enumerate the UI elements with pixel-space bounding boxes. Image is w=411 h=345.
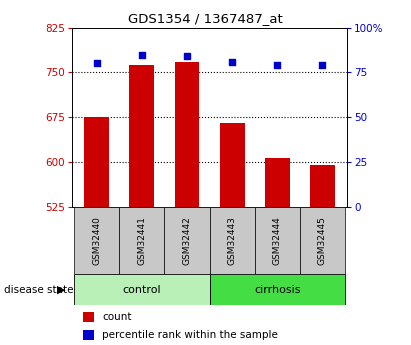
Bar — [265, 158, 290, 207]
Text: GSM32442: GSM32442 — [182, 216, 192, 265]
Point — [319, 62, 326, 68]
Bar — [164, 207, 210, 274]
Point — [229, 59, 236, 65]
Bar — [220, 123, 245, 207]
Bar — [129, 65, 154, 207]
Bar — [83, 329, 94, 339]
Bar — [300, 207, 345, 274]
Bar — [84, 117, 109, 207]
Text: GSM32443: GSM32443 — [228, 216, 237, 265]
Text: GDS1354 / 1367487_at: GDS1354 / 1367487_at — [128, 12, 283, 25]
Bar — [310, 165, 335, 207]
Bar — [255, 207, 300, 274]
Bar — [210, 207, 255, 274]
Text: GSM32445: GSM32445 — [318, 216, 327, 265]
Bar — [210, 274, 345, 305]
Text: disease state: disease state — [4, 285, 74, 295]
Point — [139, 52, 145, 57]
Bar — [119, 207, 164, 274]
Bar — [74, 274, 210, 305]
Text: GSM32440: GSM32440 — [92, 216, 101, 265]
Text: GSM32444: GSM32444 — [273, 216, 282, 265]
Bar — [74, 207, 119, 274]
Text: cirrhosis: cirrhosis — [254, 285, 300, 295]
Text: percentile rank within the sample: percentile rank within the sample — [102, 329, 278, 339]
Point — [184, 53, 190, 59]
Point — [93, 61, 100, 66]
Text: control: control — [122, 285, 161, 295]
Text: GSM32441: GSM32441 — [137, 216, 146, 265]
Text: count: count — [102, 312, 132, 322]
Point — [274, 62, 281, 68]
Bar — [83, 312, 94, 322]
Bar — [175, 62, 199, 207]
Text: ▶: ▶ — [58, 285, 66, 295]
